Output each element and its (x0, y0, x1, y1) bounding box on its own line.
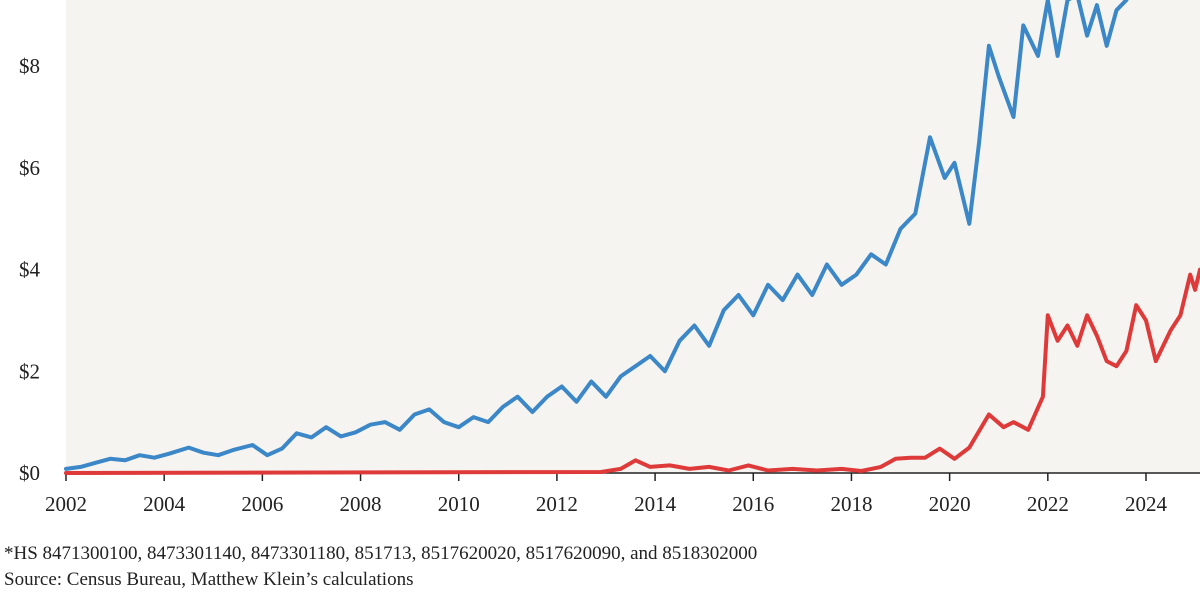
x-tick-label: 2020 (929, 492, 971, 516)
x-tick-label: 2014 (634, 492, 677, 516)
red-series-line (64, 267, 1200, 475)
plot-background (66, 0, 1200, 473)
y-axis-ticks: $0 $2 $4 $6 $8 (19, 54, 41, 485)
series-layer (64, 0, 1200, 475)
x-tick-label: 2002 (45, 492, 87, 516)
blue-series-line (64, 0, 1129, 471)
y-tick-label: $8 (19, 54, 40, 78)
x-tick-label: 2012 (536, 492, 578, 516)
x-tick-label: 2018 (830, 492, 872, 516)
x-tick-label: 2008 (340, 492, 382, 516)
x-axis-ticks: 2002 2004 2006 2008 2010 2012 2014 2016 2018 2020… (45, 473, 1168, 516)
y-tick-label: $6 (19, 156, 40, 180)
source-footnote: Source: Census Bureau, Matthew Klein’s c… (4, 569, 414, 590)
hs-codes-footnote: *HS 8471300100, 8473301140, 8473301180, … (4, 543, 758, 564)
y-tick-label: $0 (19, 461, 40, 485)
line-chart: $0$2$4$6$8 2002 2004 2006 2008 2010 2012 2014 2… (19, 0, 1200, 516)
x-tick-label: 2022 (1027, 492, 1069, 516)
x-tick-label: 2016 (732, 492, 774, 516)
y-tick-label: $2 (19, 359, 40, 383)
x-tick-label: 2024 (1125, 492, 1168, 516)
x-tick-label: 2006 (241, 492, 283, 516)
y-tick-label: $4 (19, 258, 41, 282)
x-tick-label: 2004 (143, 492, 186, 516)
x-tick-label: 2010 (438, 492, 480, 516)
